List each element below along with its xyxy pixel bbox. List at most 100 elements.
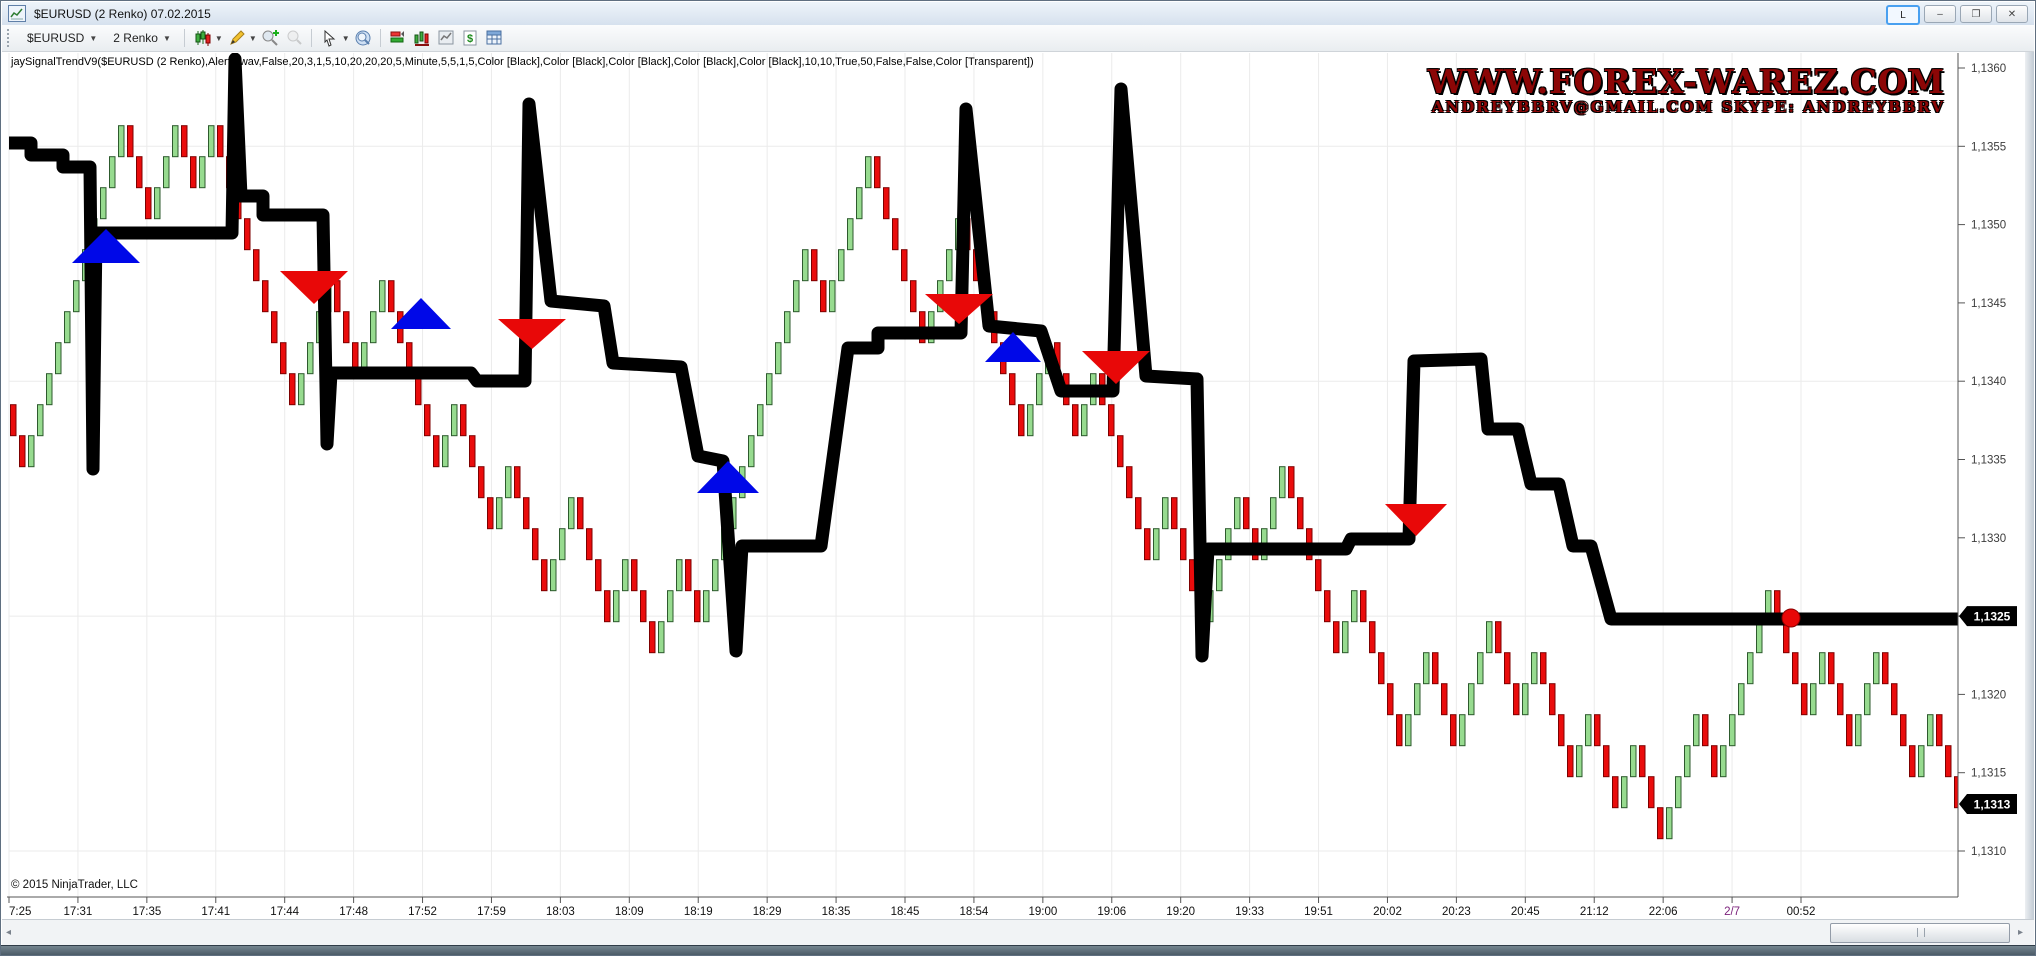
time-axis-label: 19:51 [1304,906,1333,918]
renko-up-brick [1756,621,1763,654]
price-axis-label: 1,1350 [1971,220,2006,232]
cursor-tool-button[interactable]: ▼ [318,28,350,48]
renko-down-brick [1243,497,1250,530]
renko-down-brick [469,435,476,468]
renko-down-brick [514,466,521,499]
chart-trader-icon[interactable] [386,28,410,48]
renko-up-brick [64,311,71,344]
period-selector[interactable]: 2 Renko ▼ [105,28,179,48]
renko-down-brick [487,497,494,530]
renko-up-brick [1405,714,1412,747]
renko-up-brick [100,187,107,220]
renko-down-brick [1018,404,1025,437]
renko-down-brick [1702,714,1709,747]
renko-down-brick [1126,466,1133,499]
renko-down-brick [1909,745,1916,778]
renko-down-brick [181,125,188,158]
price-axis-label: 1,1320 [1971,689,2006,701]
renko-down-brick [874,156,881,189]
renko-up-brick [568,497,575,530]
renko-down-brick [1792,652,1799,685]
time-axis-label: 17:59 [477,906,506,918]
renko-down-brick [1846,714,1853,747]
renko-down-brick [1288,466,1295,499]
title-bar[interactable]: $EURUSD (2 Renko) 07.02.2015 L – ❐ ✕ [2,2,2034,26]
period-label: 2 Renko [113,31,158,45]
market-analyzer-icon[interactable] [410,28,434,48]
renko-down-brick [1441,683,1448,716]
scroll-right-icon[interactable]: ▸ [2018,927,2024,938]
chart-style-button[interactable]: ▼ [191,28,223,48]
renko-down-brick [820,280,827,313]
data-magnifier-icon[interactable] [351,28,375,48]
time-axis-label: 17:44 [270,906,299,918]
renko-down-brick [145,187,152,220]
minimize-button[interactable]: – [1924,5,1956,23]
renko-up-brick [1738,683,1745,716]
renko-up-brick [370,311,377,344]
renko-down-brick [1882,652,1889,685]
renko-up-brick [172,125,179,158]
renko-up-brick [559,528,566,561]
renko-up-brick [622,559,629,592]
renko-up-brick [1342,621,1349,654]
drawing-pencil-icon [225,28,249,48]
renko-down-brick [1315,559,1322,592]
renko-down-brick [19,435,26,468]
zoom-out-icon[interactable] [282,28,306,48]
renko-up-brick [496,497,503,530]
renko-up-brick [1819,652,1826,685]
renko-up-brick [1675,776,1682,809]
renko-up-brick [109,156,116,189]
instrument-selector[interactable]: $EURUSD ▼ [19,28,105,48]
restore-button[interactable]: ❐ [1960,5,1992,23]
renko-down-brick [1333,621,1340,654]
renko-down-brick [685,559,692,592]
renko-down-brick [649,621,656,654]
scroll-left-icon[interactable]: ◂ [6,927,12,938]
time-axis-label: 18:35 [822,906,851,918]
buy-arrow [985,332,1041,362]
link-button[interactable]: L [1886,5,1920,25]
renko-up-brick [1027,404,1034,437]
renko-up-brick [676,559,683,592]
toolbar: $EURUSD ▼ 2 Renko ▼ ▼ ▼ ▼ [2,25,2034,52]
renko-down-brick [289,373,296,406]
toolbar-grip[interactable] [7,29,13,47]
grid-table-icon[interactable] [482,28,506,48]
renko-up-brick [1684,745,1691,778]
renko-down-brick [1549,683,1556,716]
renko-down-brick [1945,745,1952,778]
time-axis-label: 19:20 [1166,906,1195,918]
renko-up-brick [199,156,206,189]
renko-up-brick [946,249,953,282]
renko-up-brick [829,280,836,313]
scrollbar-thumb[interactable] [1830,923,2010,943]
horizontal-scrollbar[interactable]: ◂ ▸ [2,919,2034,946]
renko-up-brick [154,187,161,220]
renko-down-brick [388,280,395,313]
chevron-down-icon: ▼ [89,33,98,43]
zoom-in-icon[interactable] [258,28,282,48]
renko-down-brick [1828,652,1835,685]
renko-down-brick [1639,745,1646,778]
chart-panel-icon[interactable] [434,28,458,48]
instrument-label: $EURUSD [27,31,85,45]
renko-up-brick [505,466,512,499]
renko-down-brick [1117,435,1124,468]
renko-up-brick [1351,590,1358,623]
account-dollar-icon[interactable]: $ [458,28,482,48]
renko-up-brick [1720,745,1727,778]
drawing-tools-button[interactable]: ▼ [225,28,257,48]
time-axis-label: 18:09 [615,906,644,918]
renko-down-brick [883,187,890,220]
renko-down-brick [541,559,548,592]
renko-up-brick [1153,528,1160,561]
renko-down-brick [136,156,143,189]
close-button[interactable]: ✕ [1996,5,2028,23]
renko-down-brick [523,497,530,530]
svg-text:$: $ [467,33,473,45]
renko-down-brick [10,404,17,437]
renko-down-brick [1648,776,1655,809]
